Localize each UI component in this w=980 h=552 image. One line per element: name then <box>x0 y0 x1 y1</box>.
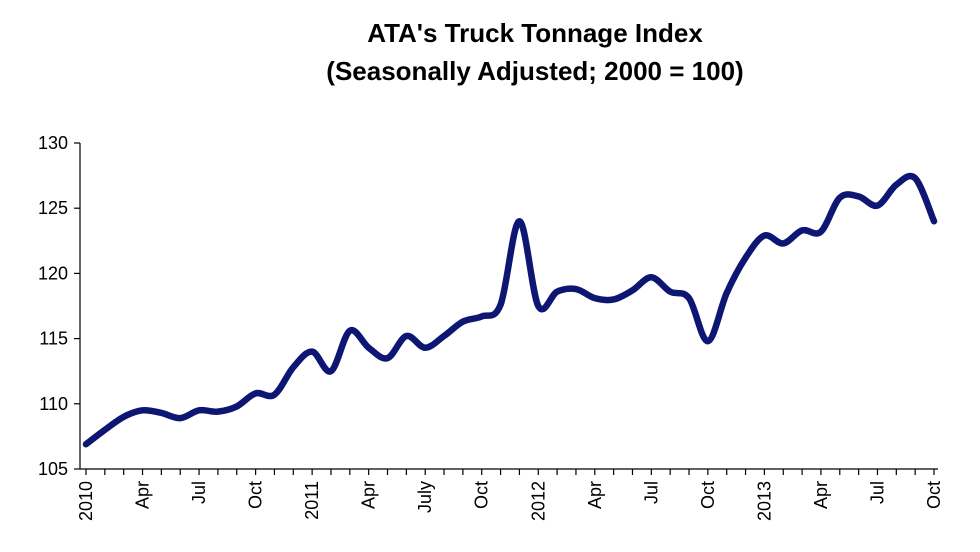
x-tick-label: 2010 <box>76 481 96 521</box>
y-tick-label: 125 <box>38 198 68 218</box>
y-axis-ticks: 105 110 115 120 125 130 <box>38 133 80 479</box>
y-tick-label: 105 <box>38 459 68 479</box>
x-tick-label: Jul <box>641 481 661 504</box>
chart-title: ATA's Truck Tonnage Index <box>367 18 703 48</box>
x-tick-label: 2013 <box>754 481 774 521</box>
series-line <box>82 172 938 448</box>
x-tick-label: Jul <box>867 481 887 504</box>
y-tick-label: 110 <box>39 394 68 414</box>
x-tick-label: Apr <box>811 481 831 509</box>
x-tick-label: Oct <box>246 481 266 509</box>
x-tick-label: 2011 <box>302 481 322 520</box>
x-tick-label: July <box>415 481 435 513</box>
x-tick-label: Apr <box>133 481 153 509</box>
series-layer <box>82 172 938 448</box>
x-axis-ticks: 2010 Apr Jul Oct 2011 Apr July Oct 2012 Apr Jul Oct… <box>76 469 944 521</box>
x-tick-label: Oct <box>924 481 944 509</box>
y-tick-label: 130 <box>38 133 68 153</box>
x-tick-label: Apr <box>359 481 379 509</box>
x-tick-label: Jul <box>189 481 209 504</box>
x-tick-label: Apr <box>585 481 605 509</box>
chart-axes <box>79 143 938 470</box>
chart-subtitle: (Seasonally Adjusted; 2000 = 100) <box>326 56 744 86</box>
y-tick-label: 120 <box>38 263 68 283</box>
x-tick-label: Oct <box>472 481 492 509</box>
y-tick-label: 115 <box>39 329 68 349</box>
x-tick-label: 2012 <box>528 481 548 521</box>
x-tick-label: Oct <box>698 481 718 509</box>
